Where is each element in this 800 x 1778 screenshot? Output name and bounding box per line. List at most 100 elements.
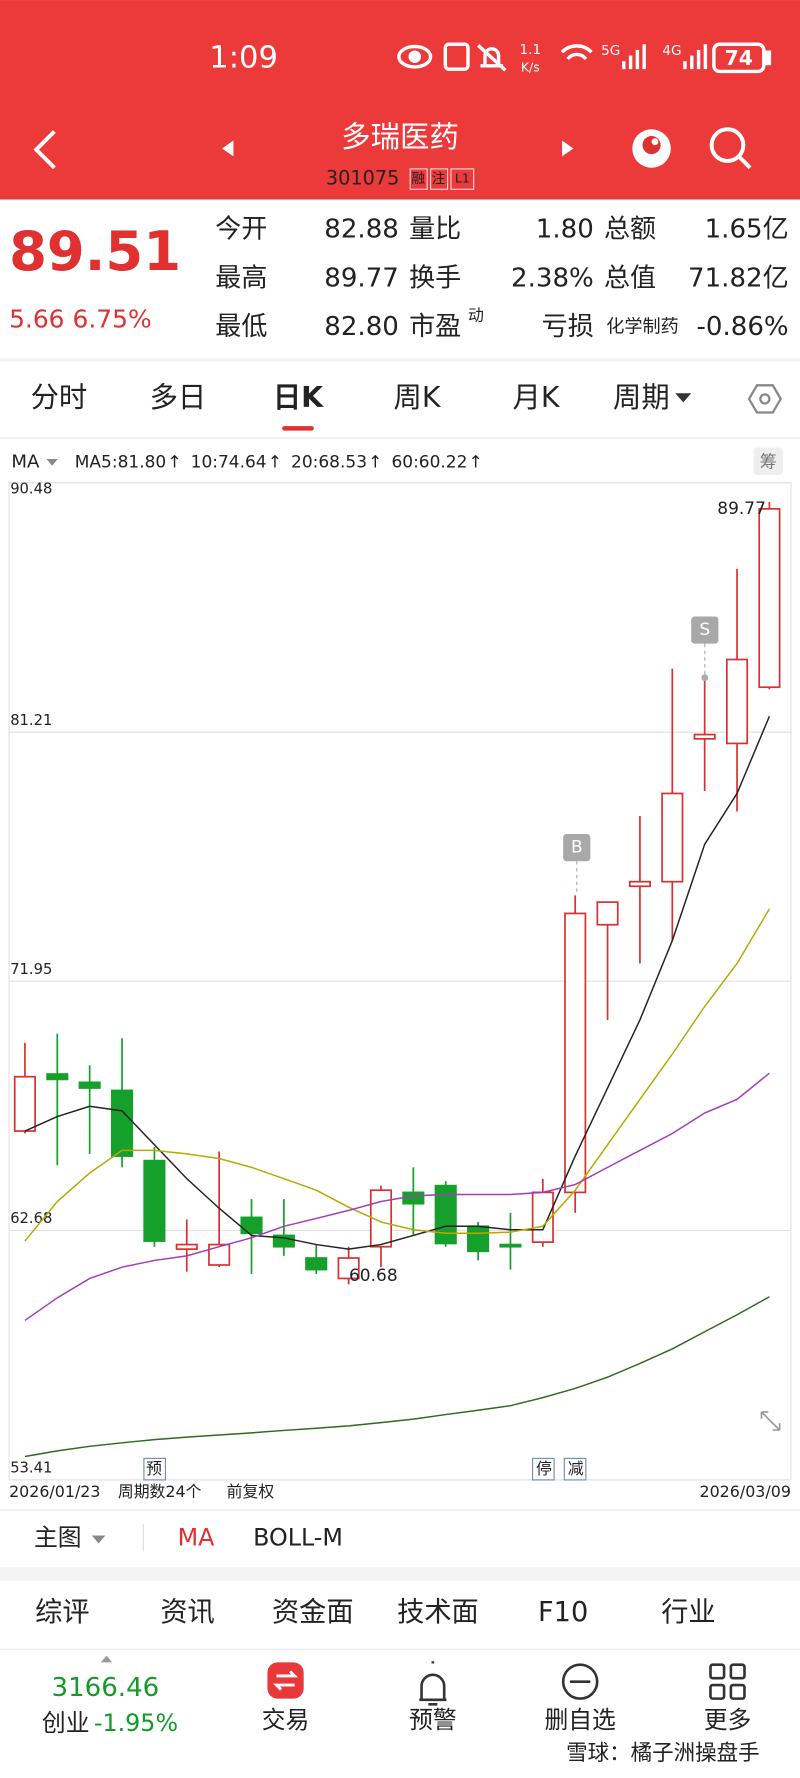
watermark: 雪球：橘子洲操盘手 <box>566 1741 760 1766</box>
stat-label: 总值 <box>604 263 656 293</box>
stat-value: 71.82亿 <box>688 263 789 293</box>
x-tick-label: 2026/01/23 <box>9 1482 100 1501</box>
divider <box>0 1567 800 1581</box>
indicator-name[interactable]: MA <box>11 451 40 472</box>
candle-body <box>402 1191 425 1205</box>
x-tick-label: 2026/03/09 <box>700 1482 791 1501</box>
candle-body <box>499 1243 522 1248</box>
period-tab[interactable]: 日K <box>273 381 324 414</box>
index-value[interactable]: 3166.46 <box>52 1673 160 1703</box>
index-arrow <box>100 1655 113 1663</box>
stat-label: 总额 <box>604 215 656 245</box>
section-tabs: 综评资讯资金面技术面F10行业基 <box>35 1597 800 1628</box>
candle-body <box>661 792 684 883</box>
badge: L1 <box>455 171 470 186</box>
sell-marker[interactable]: S <box>699 620 710 640</box>
bottom-nav: 交易 预警 删自选 更多 <box>262 1706 752 1734</box>
divider <box>0 358 800 362</box>
stat-value: 1.65亿 <box>705 215 789 245</box>
candle-body <box>337 1257 360 1280</box>
event-badge[interactable]: 减 <box>568 1459 584 1478</box>
section-tab[interactable]: 资金面 <box>272 1597 354 1628</box>
change: 5.66 <box>9 305 64 334</box>
nav-item[interactable]: 更多 <box>704 1706 752 1734</box>
section-tab[interactable]: 资讯 <box>160 1597 214 1628</box>
period-count: 周期数24个 <box>118 1482 202 1501</box>
buy-marker[interactable]: B <box>571 838 583 858</box>
badges <box>409 168 475 190</box>
section-tab[interactable]: 综评 <box>35 1597 89 1628</box>
nav-item[interactable]: 交易 <box>262 1706 310 1734</box>
candle-body <box>564 912 587 1194</box>
stock-code: 301075 <box>326 167 399 190</box>
period-tab[interactable]: 月K <box>513 381 561 414</box>
divider <box>0 437 800 439</box>
candle-body <box>628 880 651 888</box>
divider <box>0 1509 800 1511</box>
stat-label: 最低 <box>215 312 267 342</box>
fullscreen-button[interactable] <box>760 1411 781 1431</box>
chip-button[interactable]: 筹 <box>760 452 777 472</box>
candle-body <box>143 1159 166 1242</box>
section-tab[interactable]: F10 <box>538 1597 588 1628</box>
low-annotation: 60.68 <box>349 1266 398 1286</box>
period-tab[interactable]: 周K <box>394 381 442 414</box>
high-annotation: 89.77 <box>717 499 766 519</box>
kline-plot: 53.41 62.68 71.95 81.21 90.48 2026/01/23 2026/… <box>8 481 792 1501</box>
candle-body <box>467 1225 490 1253</box>
settings-button[interactable] <box>747 384 783 414</box>
y-tick-label: 53.41 <box>10 1460 52 1477</box>
candle-body <box>240 1216 263 1235</box>
chip-bg[interactable] <box>753 447 784 475</box>
nav-item[interactable]: 预警 <box>409 1706 457 1734</box>
signal-label: 5G <box>601 43 620 59</box>
event-badge[interactable]: 预 <box>146 1459 162 1478</box>
search-button[interactable] <box>709 127 752 170</box>
index-name[interactable]: 创业 <box>42 1709 90 1737</box>
candle-body <box>725 658 749 745</box>
ma-line <box>24 1072 770 1322</box>
indicator-option[interactable]: MA <box>178 1523 216 1551</box>
adjust-mode: 前复权 <box>227 1482 275 1501</box>
stat-label: 量比 <box>409 215 461 245</box>
legend-trend: ↑ <box>368 452 382 472</box>
stat-value: -0.86% <box>697 312 789 342</box>
stat-label: 化学制药 <box>606 317 679 338</box>
section-tab[interactable]: 技术面 <box>397 1597 479 1628</box>
dropdown-arrow <box>46 458 58 466</box>
legend-entry: 20:68.53 <box>291 452 367 472</box>
candle-body <box>305 1257 328 1271</box>
legend-trend: ↑ <box>469 452 483 472</box>
ma-line <box>24 908 771 1242</box>
header-bg <box>0 0 800 200</box>
divider <box>0 1648 800 1650</box>
y-tick-label: 81.21 <box>10 712 52 729</box>
candle-body <box>758 508 781 689</box>
candle-body <box>208 1243 231 1266</box>
legend-entry: MA5:81.80 <box>75 452 166 472</box>
index-change[interactable]: -1.95% <box>94 1709 178 1737</box>
change-pct: 6.75% <box>73 305 152 334</box>
nav-icons <box>267 1661 746 1706</box>
back-button[interactable] <box>33 130 56 170</box>
period-tab[interactable]: 分时 <box>31 381 88 414</box>
section-tab[interactable]: 行业 <box>661 1597 715 1628</box>
candle-body <box>369 1189 393 1248</box>
period-tab[interactable]: 周期 <box>613 381 670 414</box>
event-badge[interactable]: 停 <box>536 1459 552 1478</box>
active-underline <box>282 426 314 431</box>
indicator-option[interactable]: BOLL-M <box>253 1523 343 1551</box>
clock: 1:09 <box>209 40 278 75</box>
badge: 融 <box>411 171 425 187</box>
nav-item[interactable]: 删自选 <box>544 1706 615 1734</box>
legend-entry: 60:60.22 <box>391 452 467 472</box>
assistant-icon[interactable] <box>632 129 671 168</box>
main-chart-select[interactable]: 主图 <box>34 1523 82 1551</box>
period-tab[interactable]: 多日 <box>150 381 207 414</box>
stat-value: 82.80 <box>324 312 399 342</box>
legend: MA5:81.80 ↑ 10:74.64 ↑ 20:68.53 ↑ 60:60.22 ↑ <box>75 452 483 472</box>
candle-body <box>434 1184 457 1245</box>
badge: 注 <box>432 171 446 187</box>
